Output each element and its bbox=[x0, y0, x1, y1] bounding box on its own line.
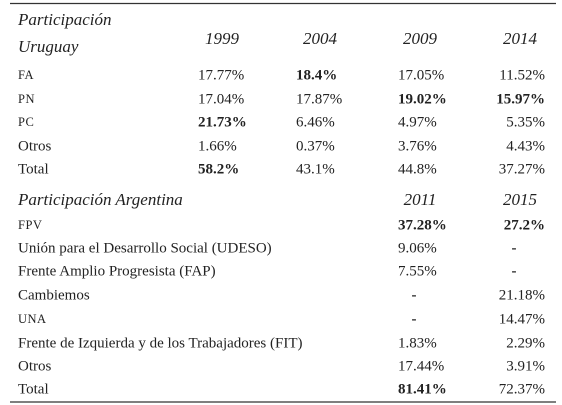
value-cell: - bbox=[512, 263, 517, 279]
value-cell: 1.66% bbox=[198, 138, 237, 154]
value-cell: 17.77% bbox=[198, 67, 244, 83]
value-cell: 17.05% bbox=[398, 67, 444, 83]
value-cell: 19.02% bbox=[398, 91, 447, 107]
section-title: Participación bbox=[17, 10, 111, 29]
row-label: Total bbox=[18, 381, 49, 397]
value-cell: 81.41% bbox=[398, 381, 447, 397]
value-cell: 17.04% bbox=[198, 91, 244, 107]
year-header: 1999 bbox=[205, 29, 240, 48]
row-label: Frente Amplio Progresista (FAP) bbox=[18, 263, 216, 279]
value-cell: 43.1% bbox=[296, 161, 335, 177]
value-cell: - bbox=[512, 240, 517, 256]
value-cell: 2.29% bbox=[506, 335, 545, 351]
value-cell: 5.35% bbox=[506, 114, 545, 130]
value-cell: 3.91% bbox=[506, 358, 545, 374]
value-cell: 11.52% bbox=[499, 67, 545, 83]
value-cell: 9.06% bbox=[398, 240, 437, 256]
row-label: Total bbox=[18, 161, 49, 177]
value-cell: 21.18% bbox=[499, 287, 545, 303]
value-cell: - bbox=[412, 311, 417, 327]
row-label: UNA bbox=[18, 312, 47, 326]
value-cell: 37.27% bbox=[499, 161, 545, 177]
value-cell: 18.4% bbox=[296, 67, 337, 83]
year-header: 2009 bbox=[403, 29, 438, 48]
value-cell: 58.2% bbox=[198, 161, 239, 177]
value-cell: 44.8% bbox=[398, 161, 437, 177]
value-cell: 1.83% bbox=[398, 335, 437, 351]
section-title: Uruguay bbox=[18, 37, 79, 56]
row-label: FPV bbox=[18, 218, 42, 232]
year-header: 2011 bbox=[404, 190, 437, 209]
year-header: 2014 bbox=[503, 29, 538, 48]
year-header: 2004 bbox=[303, 29, 338, 48]
value-cell: 17.44% bbox=[398, 358, 444, 374]
value-cell: 4.97% bbox=[398, 114, 437, 130]
value-cell: 7.55% bbox=[398, 263, 437, 279]
value-cell: 37.28% bbox=[398, 217, 447, 233]
row-label: PC bbox=[18, 115, 34, 129]
value-cell: 15.97% bbox=[496, 91, 545, 107]
row-label: FA bbox=[18, 68, 34, 82]
row-label: Unión para el Desarrollo Social (UDESO) bbox=[18, 240, 272, 256]
value-cell: 3.76% bbox=[398, 138, 437, 154]
value-cell: 27.2% bbox=[504, 217, 545, 233]
row-label: PN bbox=[18, 92, 35, 106]
section-title: Participación Argentina bbox=[17, 190, 183, 209]
value-cell: 6.46% bbox=[296, 114, 335, 130]
value-cell: 4.43% bbox=[506, 138, 545, 154]
row-label: Otros bbox=[18, 138, 51, 154]
value-cell: 17.87% bbox=[296, 91, 342, 107]
value-cell: - bbox=[412, 287, 417, 303]
value-cell: 0.37% bbox=[296, 138, 335, 154]
row-label: Cambiemos bbox=[18, 287, 90, 303]
row-label: Frente de Izquierda y de los Trabajadore… bbox=[18, 335, 303, 351]
year-header: 2015 bbox=[503, 190, 537, 209]
value-cell: 21.73% bbox=[198, 114, 247, 130]
row-label: Otros bbox=[18, 358, 51, 374]
value-cell: 72.37% bbox=[499, 381, 545, 397]
value-cell: 14.47% bbox=[499, 311, 545, 327]
